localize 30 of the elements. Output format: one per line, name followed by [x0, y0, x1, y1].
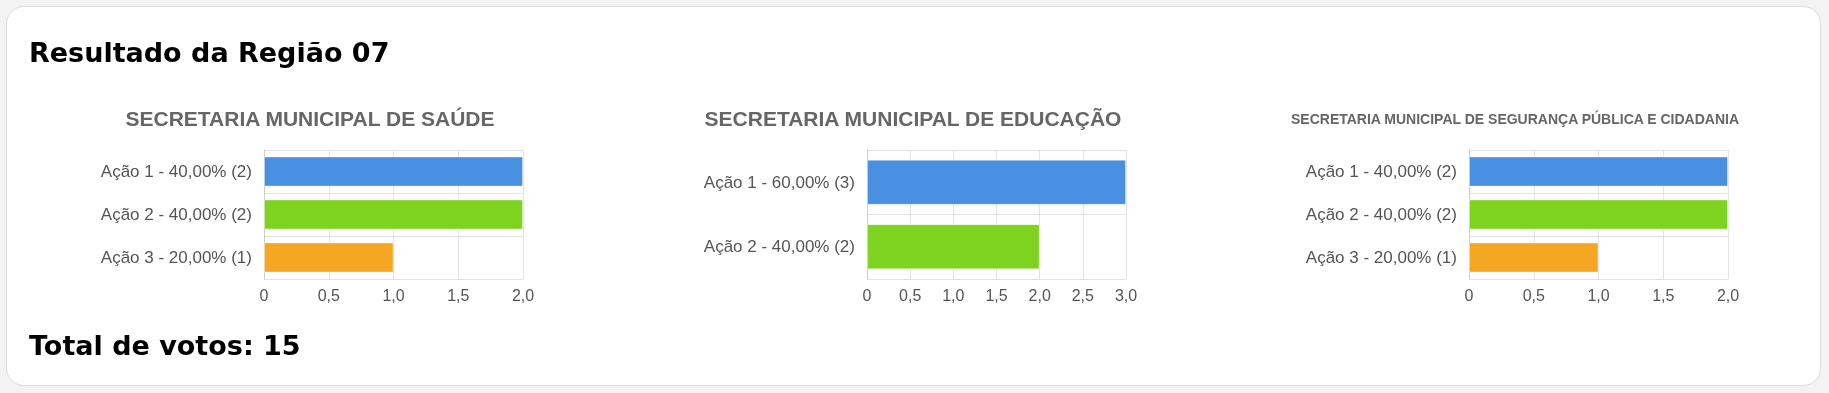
x-tick-label: 1,5	[985, 286, 1008, 304]
x-tick-label: 1,0	[382, 286, 405, 304]
chart-title: SECRETARIA MUNICIPAL DE SAÚDE	[125, 107, 495, 130]
x-tick-label: 0,5	[1522, 286, 1545, 304]
x-tick-label: 2,0	[1716, 286, 1740, 304]
x-tick-label: 0	[1464, 286, 1474, 304]
y-tick-label: Ação 3 - 20,00% (1)	[1305, 248, 1457, 267]
x-tick-label: 0,5	[899, 286, 922, 304]
y-tick-label: Ação 1 - 40,00% (2)	[100, 162, 252, 181]
x-tick-label: 2,5	[1071, 286, 1095, 304]
x-tick-label: 0,5	[317, 286, 340, 304]
text: Total de votos: 15	[29, 330, 301, 361]
chart-title: SECRETARIA MUNICIPAL DE EDUCAÇÃO	[704, 107, 1122, 130]
y-tick-label: Ação 1 - 60,00% (3)	[703, 172, 855, 192]
x-tick-label: 2,0	[1028, 286, 1051, 304]
x-tick-label: 0	[862, 286, 872, 304]
x-tick-label: 0	[259, 286, 269, 304]
x-tick-label: 1,0	[1587, 286, 1610, 304]
y-tick-label: Ação 3 - 20,00% (1)	[100, 248, 252, 267]
x-tick-label: 1,5	[1652, 286, 1675, 304]
text: Resultado da Região 07	[29, 37, 390, 68]
y-tick-label: Ação 2 - 40,00% (2)	[100, 205, 252, 224]
x-tick-label: 1,5	[447, 286, 470, 304]
y-tick-label: Ação 2 - 40,00% (2)	[703, 237, 855, 257]
x-tick-label: 1,0	[942, 286, 965, 304]
x-tick-label: 3,0	[1114, 286, 1138, 304]
x-tick-label: 2,0	[511, 286, 535, 304]
y-tick-label: Ação 1 - 40,00% (2)	[1305, 162, 1457, 181]
y-tick-label: Ação 2 - 40,00% (2)	[1305, 205, 1457, 224]
chart-title: SECRETARIA MUNICIPAL DE SEGURANÇA PÚBLICA E CIDADANIA	[1290, 110, 1740, 127]
